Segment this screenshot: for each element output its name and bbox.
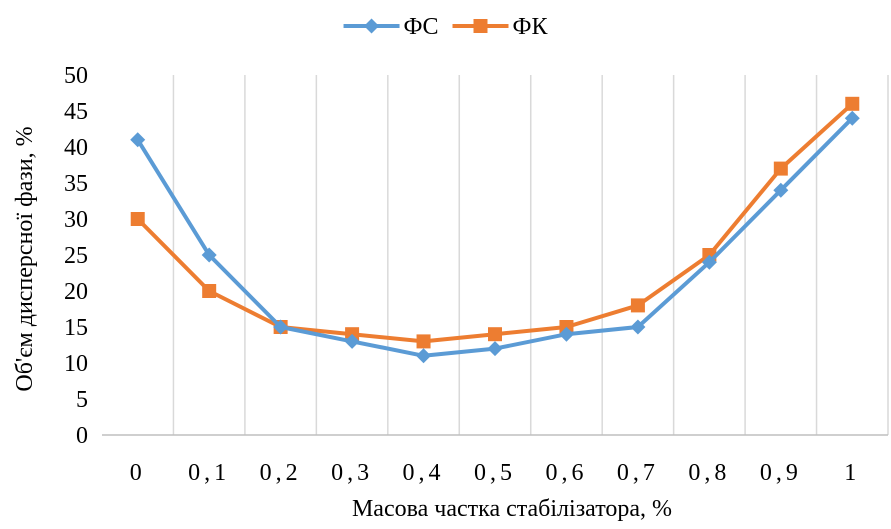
axes: 0 5 10 15 20 25 30 35 40 45 50 0 0,1 0,2 0,3 0,4 0,5 0,6 0… (64, 63, 888, 486)
x-tick-label: 0,6 (545, 460, 587, 486)
x-tick-label: 0 (130, 460, 146, 486)
data-point (630, 298, 645, 313)
data-point (488, 327, 502, 342)
x-tick-label: 0,7 (617, 460, 659, 486)
y-tick-label: 30 (64, 207, 88, 233)
data-point (845, 96, 860, 111)
legend-item-1: ФК (452, 14, 549, 40)
data-point (844, 110, 860, 126)
data-point (701, 254, 717, 270)
data-point (130, 132, 146, 148)
grid (172, 75, 889, 435)
series (130, 96, 860, 364)
data-point (558, 326, 574, 342)
data-point (273, 319, 289, 335)
y-tick-label: 15 (64, 315, 88, 341)
data-point (416, 348, 432, 364)
x-tick-label: 0,2 (260, 460, 302, 486)
data-point (130, 212, 145, 226)
y-tick-label: 20 (64, 279, 88, 305)
data-point (202, 284, 217, 298)
data-point (487, 341, 503, 357)
data-point (773, 182, 789, 198)
y-tick-label: 0 (76, 423, 88, 449)
legend: ФС ФК (343, 14, 549, 40)
x-axis-label: Масова частка стабілізатора, % (352, 496, 672, 522)
data-point (201, 247, 217, 263)
data-point (416, 334, 431, 349)
y-tick-label: 35 (64, 171, 88, 197)
data-point (630, 319, 646, 335)
y-tick-label: 10 (64, 351, 88, 377)
legend-label: ФС (404, 14, 439, 40)
x-tick-label: 0,4 (403, 460, 445, 486)
y-tick-label: 40 (64, 135, 88, 161)
x-tick-label: 0,5 (474, 460, 516, 486)
x-tick-label: 0,9 (760, 460, 802, 486)
x-tick-label: 0,1 (188, 460, 230, 486)
y-tick-label: 5 (76, 387, 88, 413)
data-point (773, 161, 788, 176)
x-tick-label: 0,3 (331, 460, 373, 486)
y-tick-label: 50 (64, 63, 88, 89)
y-tick-label: 25 (64, 243, 88, 269)
legend-item-0: ФС (343, 14, 439, 40)
x-tick-label: 0,8 (688, 460, 730, 486)
legend-swatch-marker (473, 19, 488, 33)
data-point (344, 333, 360, 349)
legend-label: ФК (513, 14, 549, 40)
x-tick-label: 1 (844, 460, 860, 486)
y-tick-label: 45 (64, 99, 88, 125)
y-axis-label: Об'єм дисперсної фази, % (12, 126, 38, 391)
legend-swatch-marker (364, 18, 380, 34)
series-0 (130, 110, 860, 364)
